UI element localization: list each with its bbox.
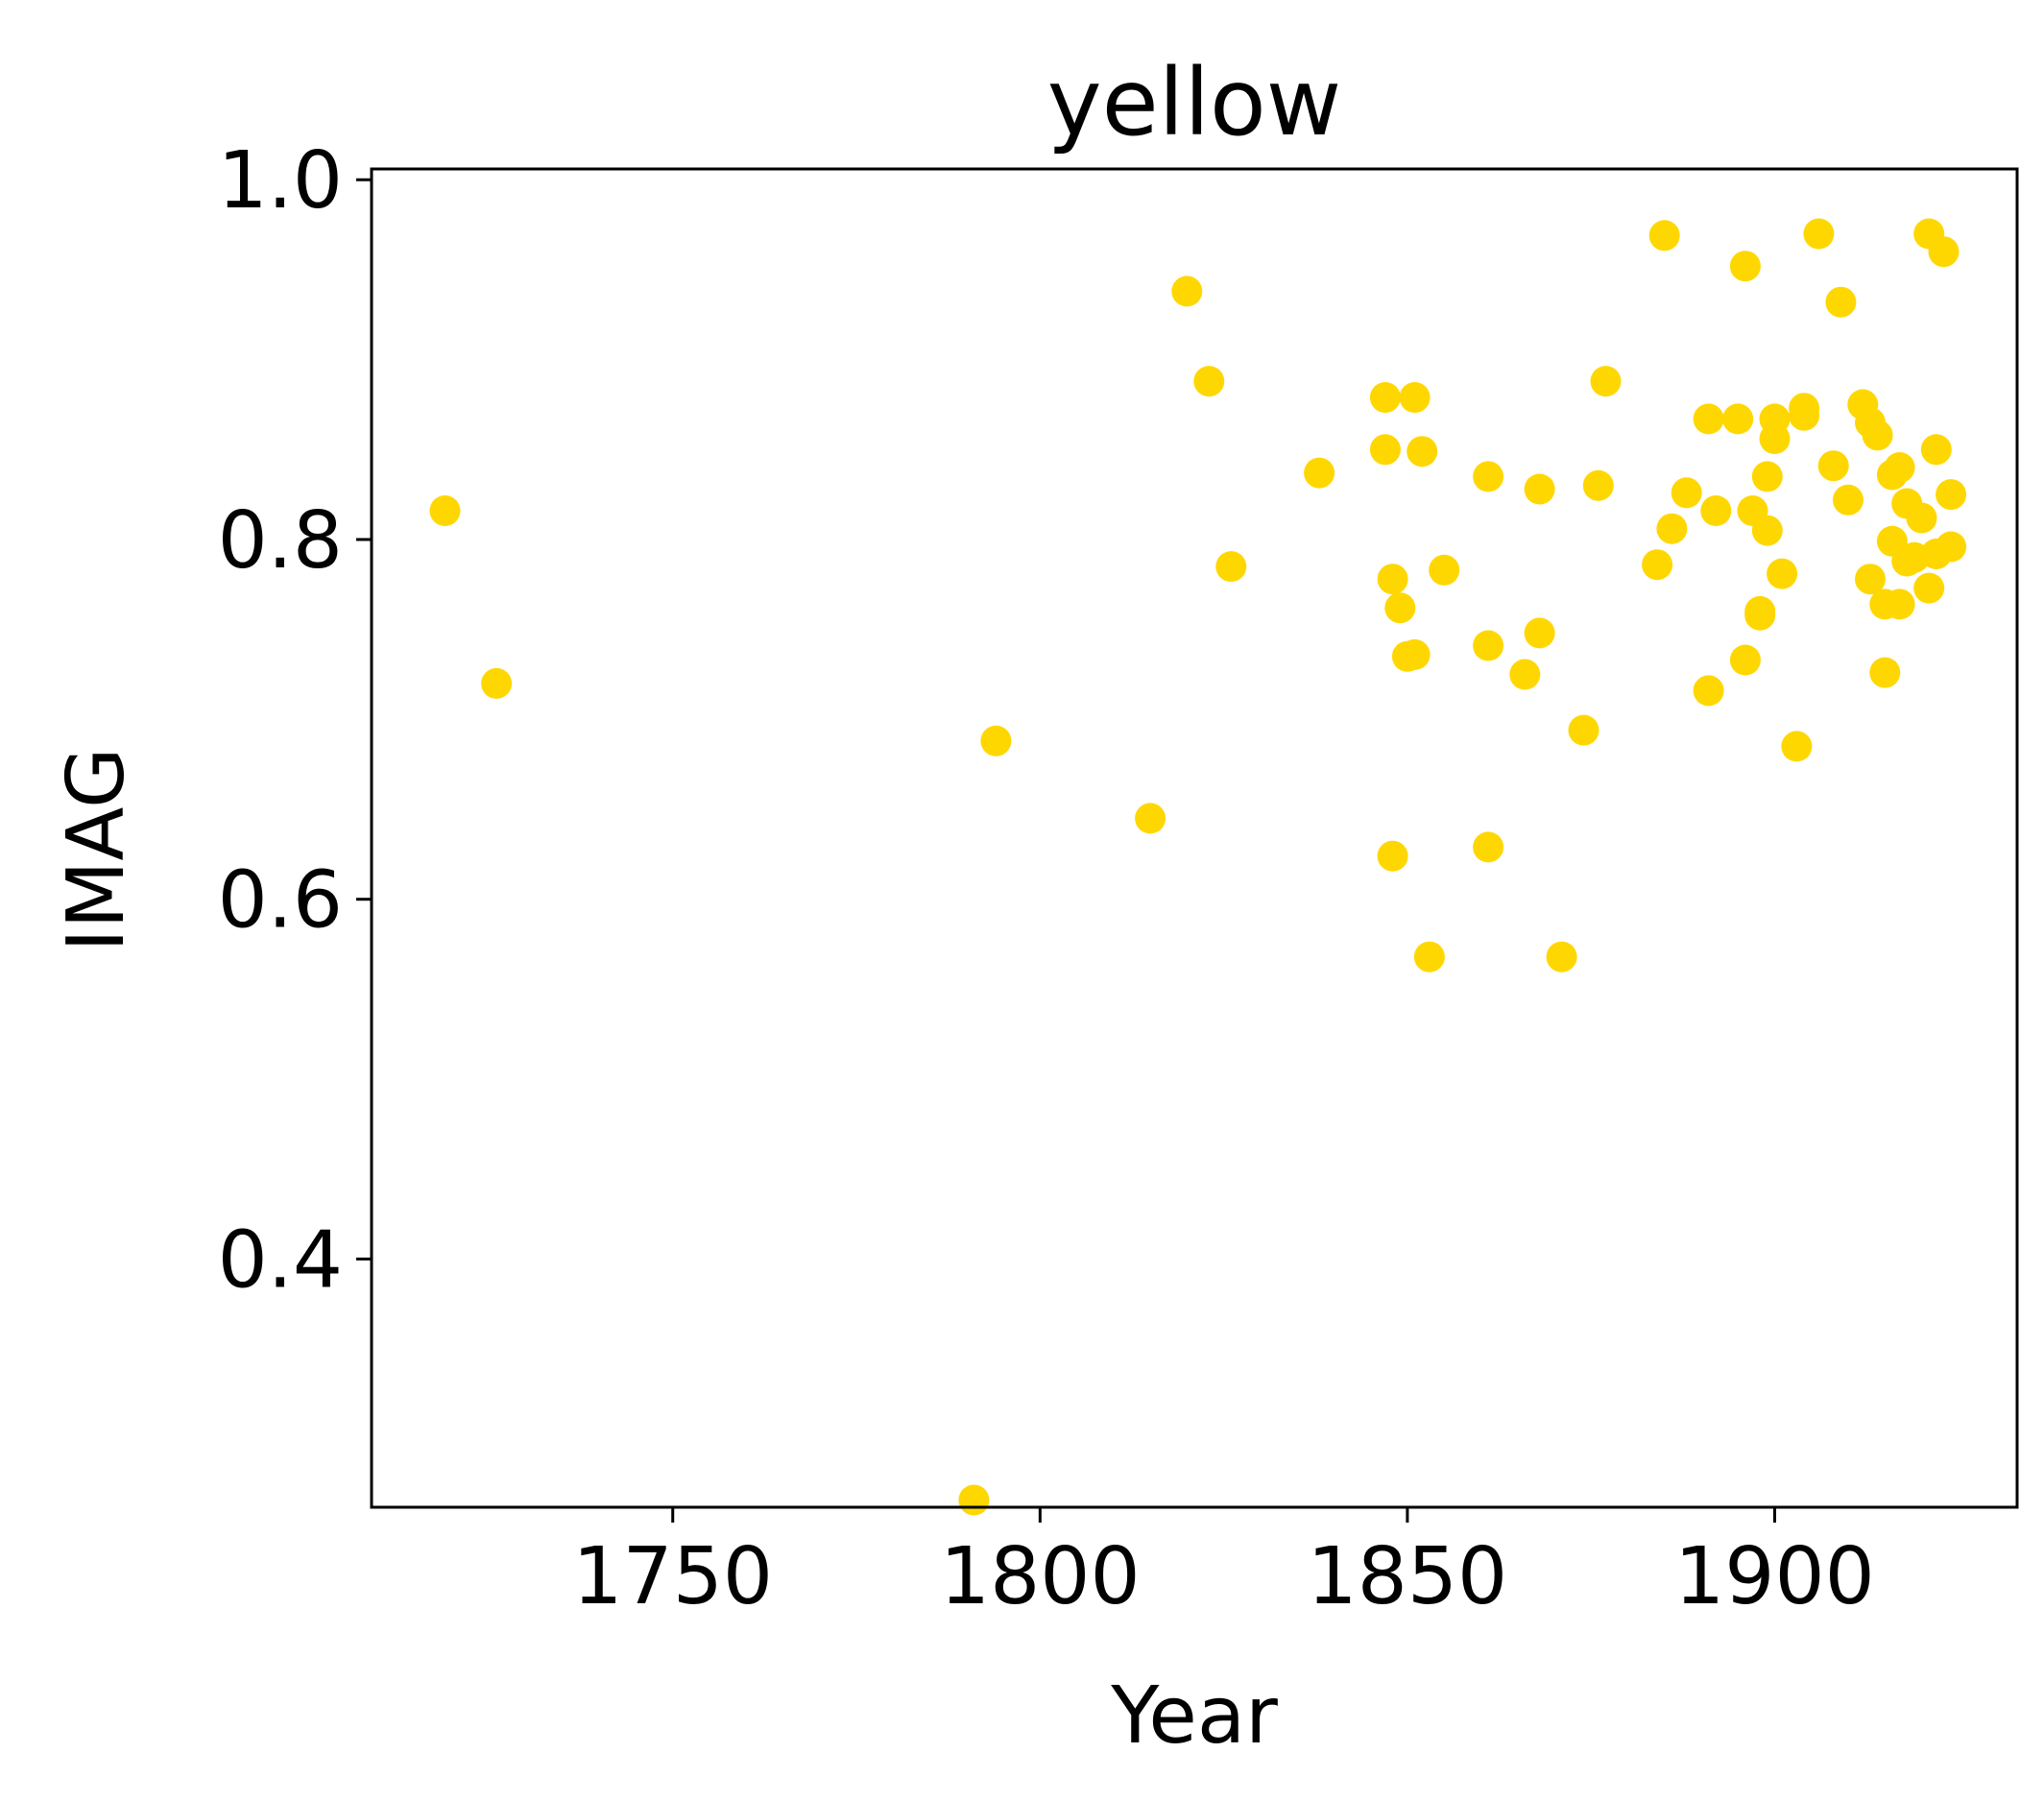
data-point — [1744, 595, 1776, 627]
data-point — [1803, 218, 1835, 250]
x-axis-ticks: 1750 1800 1850 1900 — [572, 1507, 1875, 1622]
data-point — [1369, 382, 1401, 413]
data-point — [1817, 450, 1849, 482]
data-point — [1913, 572, 1945, 604]
data-point — [1855, 564, 1886, 595]
data-point — [958, 1484, 990, 1516]
data-point — [1590, 366, 1622, 397]
data-point — [1767, 558, 1798, 589]
data-point — [1789, 399, 1820, 431]
data-point — [1215, 551, 1247, 583]
data-point — [1407, 436, 1438, 468]
y-axis-ticks: 0.4 0.6 0.8 1.0 — [218, 135, 372, 1306]
data-point — [1884, 452, 1915, 483]
data-point — [1928, 236, 1960, 268]
data-point — [980, 725, 1012, 756]
data-point — [1825, 286, 1857, 318]
x-tick-label: 1750 — [572, 1531, 773, 1622]
x-tick-label: 1900 — [1674, 1531, 1875, 1622]
data-point — [429, 495, 461, 526]
data-point — [1936, 479, 1967, 511]
data-point — [1906, 502, 1937, 534]
data-point — [1642, 549, 1673, 581]
data-point — [1304, 457, 1335, 489]
y-axis-label: IMAG — [51, 747, 142, 951]
data-point — [1700, 495, 1732, 526]
data-point — [1524, 473, 1555, 505]
data-point — [1884, 588, 1915, 620]
x-axis-label: Year — [1110, 1670, 1278, 1762]
data-point — [1582, 469, 1614, 501]
data-point — [1729, 251, 1761, 282]
data-point — [1920, 434, 1952, 466]
data-point — [1648, 220, 1680, 252]
data-point — [1759, 423, 1791, 454]
data-point — [1568, 714, 1599, 746]
data-point — [1729, 644, 1761, 676]
plot-frame — [370, 167, 2019, 1509]
data-point — [1781, 731, 1813, 762]
data-point — [1377, 840, 1408, 872]
data-point — [1473, 831, 1504, 863]
data-point — [1429, 554, 1460, 586]
data-point — [1656, 513, 1688, 544]
data-point — [1413, 941, 1445, 973]
data-point — [1399, 382, 1431, 413]
data-point — [1751, 515, 1783, 546]
data-point — [1546, 941, 1577, 973]
data-point — [1473, 461, 1504, 492]
data-point — [1693, 675, 1724, 707]
data-point — [1862, 420, 1893, 451]
data-point — [1399, 638, 1431, 670]
y-tick-label: 0.4 — [218, 1214, 343, 1306]
data-point — [1135, 803, 1166, 834]
x-tick-label: 1800 — [940, 1531, 1141, 1622]
data-point — [1509, 659, 1541, 690]
data-point — [1671, 477, 1702, 509]
data-point — [1369, 434, 1401, 466]
data-point — [1722, 403, 1754, 435]
data-point — [1693, 403, 1724, 435]
data-point — [1171, 276, 1203, 307]
x-tick-label: 1850 — [1308, 1531, 1508, 1622]
y-tick-label: 1.0 — [218, 135, 343, 227]
data-point — [1473, 630, 1504, 661]
data-point — [1193, 366, 1225, 397]
data-point — [1869, 657, 1901, 688]
data-point — [481, 667, 513, 699]
y-tick-label: 0.6 — [218, 855, 343, 947]
y-tick-label: 0.8 — [218, 495, 343, 587]
chart-title: yellow — [1047, 49, 1341, 156]
data-point — [1524, 617, 1555, 649]
data-points — [429, 218, 1967, 1516]
data-point — [1936, 531, 1967, 563]
data-point — [1751, 461, 1783, 492]
data-point — [1384, 592, 1416, 624]
data-point — [1833, 484, 1864, 516]
data-point — [1377, 564, 1408, 595]
